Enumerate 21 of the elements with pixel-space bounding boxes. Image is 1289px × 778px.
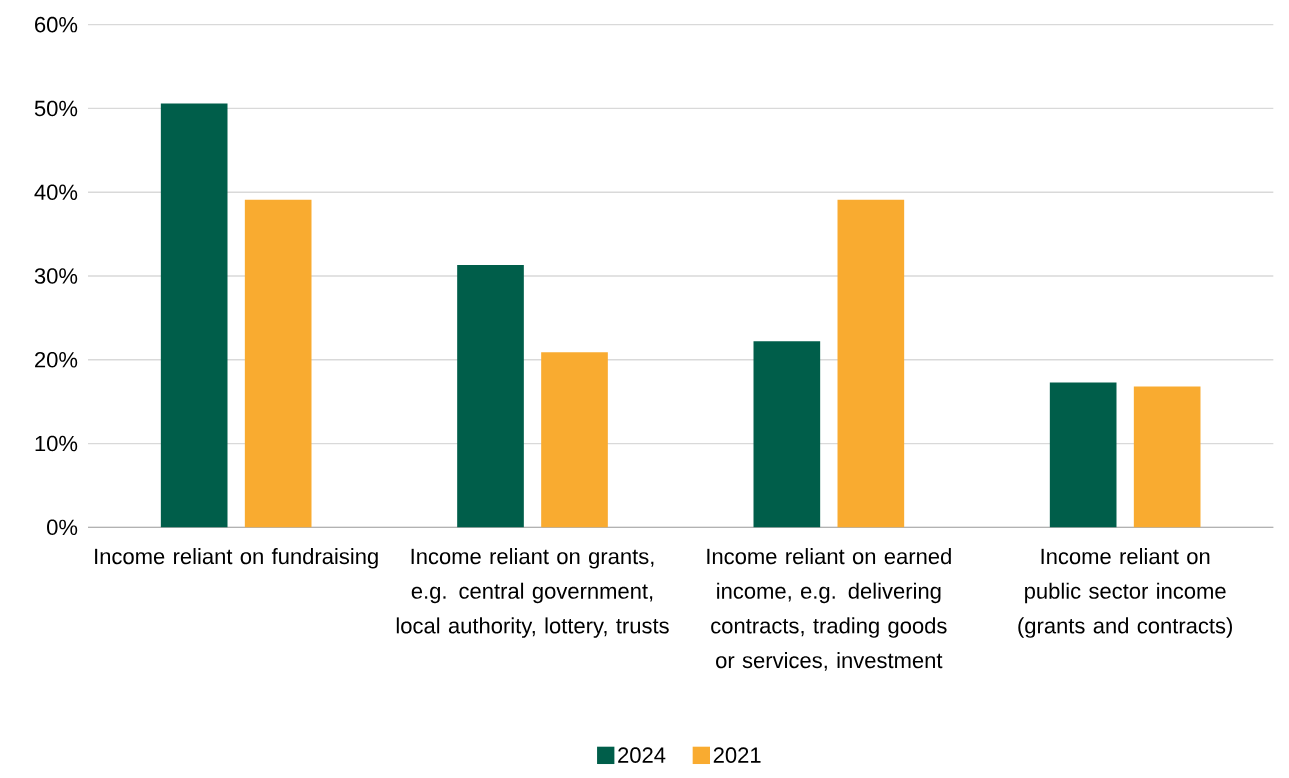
x-tick-label: Income reliant on fundraising [95, 548, 378, 569]
y-tick-label: 40% [34, 184, 78, 200]
bar [837, 199, 905, 528]
bar [1049, 382, 1117, 528]
bar [160, 103, 228, 528]
x-tick-label: Income reliant on earned income, e.g. delivering contracts, trading goods or services, investment [707, 548, 951, 671]
bar [753, 341, 821, 528]
legend-label: 2024 [618, 747, 666, 763]
y-tick-label: 20% [35, 351, 78, 368]
bar [457, 265, 524, 528]
x-tick-label: Income reliant on grants, e.g. central government, local authority, lottery, trusts [396, 548, 669, 638]
bar [244, 199, 312, 528]
y-tick-label: 10% [35, 435, 78, 452]
legend-label: 2021 [713, 747, 761, 763]
y-tick-label: 60% [35, 16, 78, 33]
y-tick-label: 30% [34, 268, 78, 284]
x-tick-label: Income reliant on public sector income (grants and contracts) [1018, 548, 1232, 638]
bar [541, 352, 608, 528]
y-tick-label: 0% [47, 519, 78, 536]
y-tick-label: 50% [34, 100, 78, 117]
bar [1133, 386, 1201, 528]
